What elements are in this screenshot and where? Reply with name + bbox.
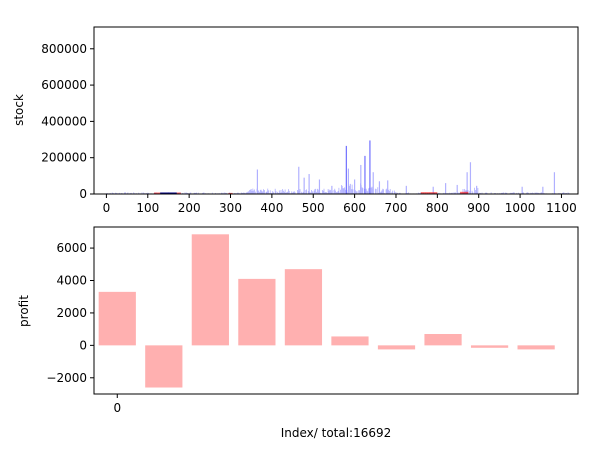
profit-y-tick-label: 0 (79, 338, 87, 352)
stock-red-segment (228, 192, 233, 194)
stock-red-segments (153, 191, 469, 195)
profit-x-tick-label: 0 (113, 401, 121, 415)
profit-y-ticks: −2000 0 2000 4000 6000 (46, 241, 94, 385)
stock-y-tick-label: 400000 (41, 114, 87, 128)
stock-x-tick-label: 600 (343, 201, 366, 215)
stock-x-ticks: 0 100 200 300 400 500 600 700 800 900 1000 1100 (103, 194, 577, 215)
profit-bar (284, 269, 323, 346)
stock-y-tick-label: 800000 (41, 42, 87, 56)
profit-x-ticks: 0 (113, 394, 121, 415)
stock-x-tick-label: 100 (136, 201, 159, 215)
profit-y-tick-label: 4000 (56, 274, 87, 288)
profit-bar (238, 278, 276, 346)
profit-chart: 0 −2000 0 2000 4000 6000 profit Index/ total… (17, 226, 579, 440)
stock-x-tick-label: 500 (302, 201, 325, 215)
stock-red-segment (420, 192, 438, 194)
profit-bar (145, 345, 183, 388)
stock-x-tick-label: 1100 (546, 201, 577, 215)
stock-y-tick-label: 0 (79, 187, 87, 201)
profit-y-tick-label: 2000 (56, 306, 87, 320)
stock-red-segment (460, 191, 469, 194)
stock-x-tick-label: 0 (103, 201, 111, 215)
profit-bar (424, 334, 462, 346)
profit-y-axis-label: profit (17, 295, 31, 327)
profit-axes-frame (93, 226, 579, 395)
stock-x-tick-label: 1000 (505, 201, 536, 215)
stock-x-tick-label: 900 (467, 201, 490, 215)
profit-bars (98, 234, 555, 388)
profit-y-tick-label: 6000 (56, 241, 87, 255)
profit-bar (98, 291, 136, 346)
stock-chart: 0 100 200 300 400 500 600 700 800 900 1000 1100 0 20… (12, 26, 579, 215)
stock-y-tick-label: 200000 (41, 151, 87, 165)
stock-x-tick-label: 300 (219, 201, 242, 215)
profit-y-tick-label: −2000 (46, 371, 87, 385)
profit-bar (331, 336, 369, 346)
profit-bar (191, 234, 229, 346)
stock-axes-frame (93, 26, 579, 195)
stock-x-tick-label: 400 (260, 201, 283, 215)
profit-bar (470, 345, 509, 348)
stock-y-tick-label: 600000 (41, 78, 87, 92)
stock-bars (106, 140, 571, 194)
profit-bar (377, 345, 416, 350)
stock-x-tick-label: 200 (178, 201, 201, 215)
stock-x-tick-label: 800 (426, 201, 449, 215)
profit-bar (517, 345, 555, 350)
stock-y-axis-label: stock (12, 94, 26, 126)
stock-x-tick-label: 700 (385, 201, 408, 215)
stock-y-ticks: 0 200000 400000 600000 800000 (41, 42, 94, 201)
profit-x-axis-label: Index/ total:16692 (281, 426, 392, 440)
